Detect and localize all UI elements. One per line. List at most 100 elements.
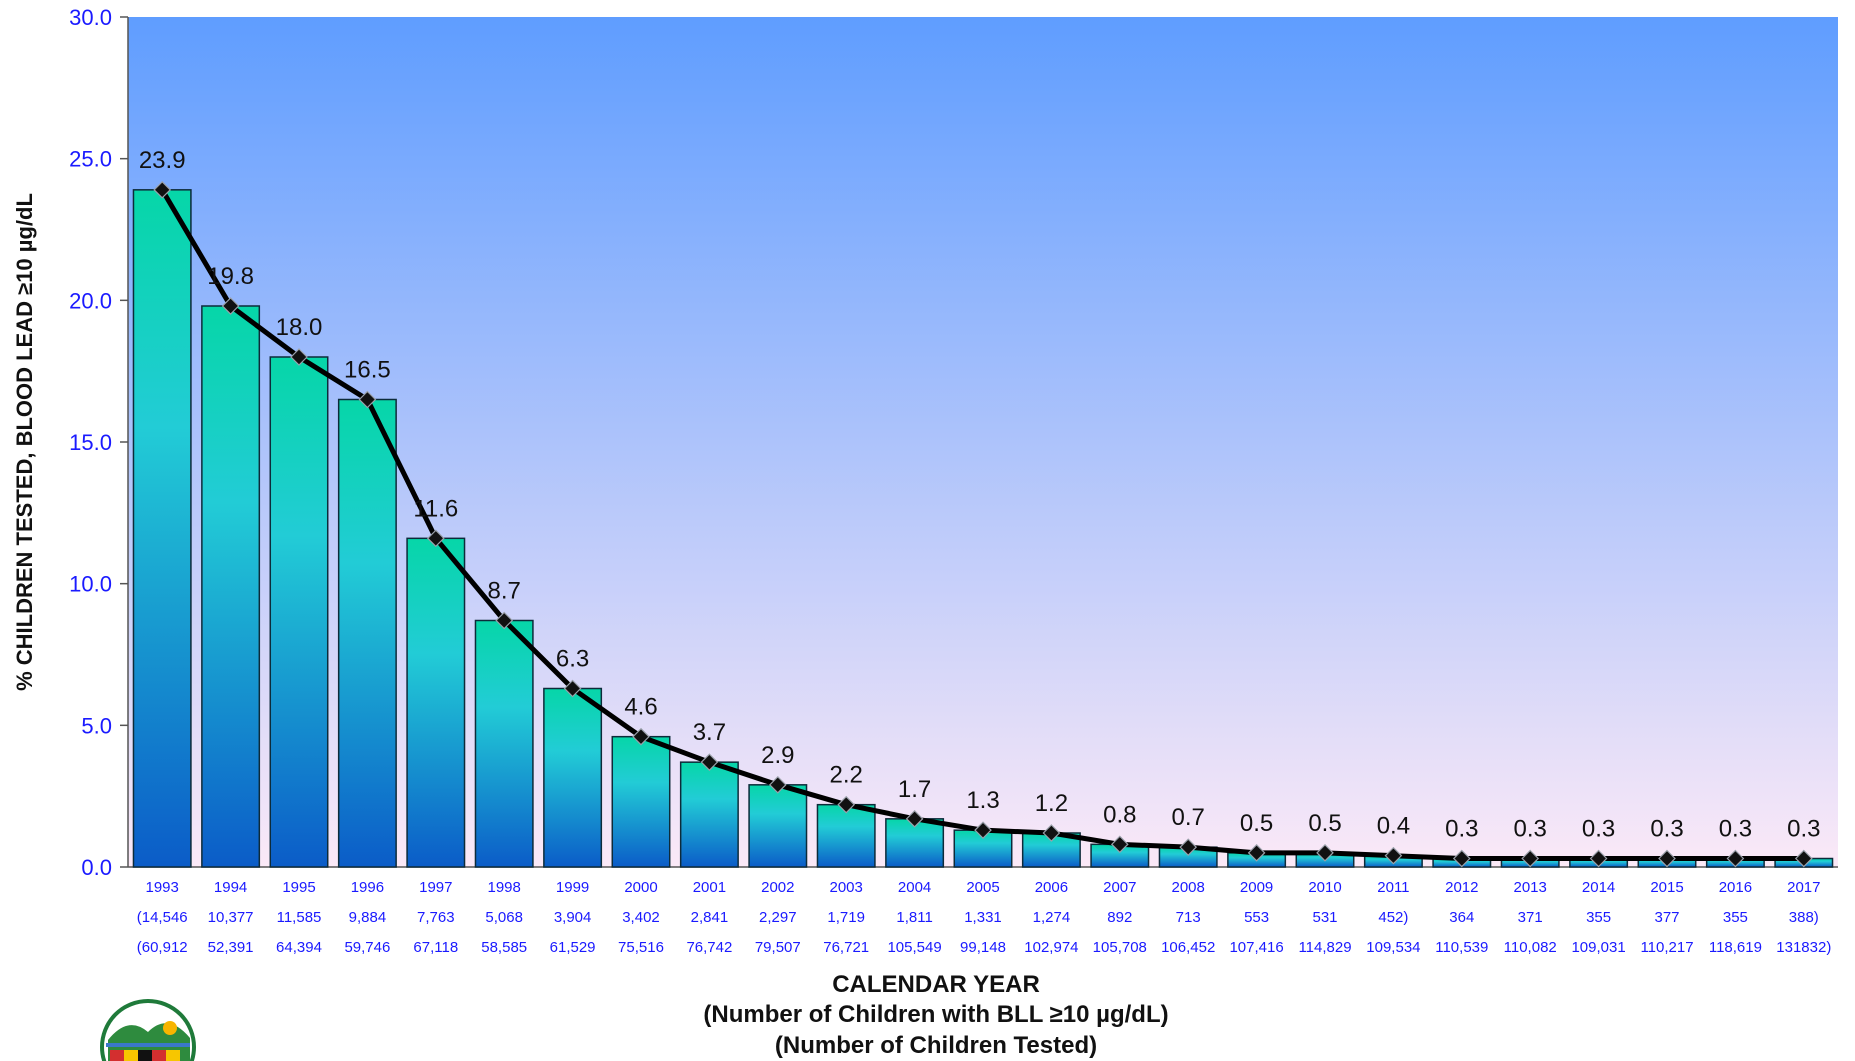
data-label-2011: 0.4	[1377, 813, 1410, 840]
data-label-2010: 0.5	[1308, 810, 1341, 837]
x-tick-year-2004: 2004	[898, 879, 931, 896]
trend-marker-2012	[1452, 849, 1471, 868]
x-tick-year-2014: 2014	[1582, 879, 1615, 896]
state-seal-logo	[100, 999, 196, 1061]
x-tick-elevated-2005: 1,331	[964, 909, 1002, 926]
trend-marker-1995	[290, 348, 308, 366]
x-tick-year-2013: 2013	[1514, 879, 1547, 896]
x-tick-elevated-2001: 2,841	[691, 909, 729, 926]
x-tick-elevated-2009: 553	[1244, 909, 1269, 926]
x-axis-subtitle-elevated: (Number of Children with BLL ≥10 µg/dL)	[703, 1001, 1168, 1028]
x-tick-elevated-2013: 371	[1518, 909, 1543, 926]
bar-1993	[132, 189, 192, 868]
bar-1999	[543, 687, 603, 868]
trend-marker-1993	[153, 180, 172, 199]
y-tick-label: 5.0	[81, 713, 112, 738]
x-tick-tested-2002: 79,507	[755, 939, 801, 956]
x-tick-elevated-2004: 1,811	[896, 909, 932, 926]
data-label-2008: 0.7	[1172, 804, 1205, 831]
x-tick-year-1995: 1995	[282, 879, 315, 896]
data-label-2017: 0.3	[1787, 816, 1820, 843]
x-tick-elevated-1997: 7,763	[417, 909, 455, 926]
data-label-1999: 6.3	[556, 646, 589, 673]
x-tick-year-1993: 1993	[146, 879, 179, 896]
data-label-2007: 0.8	[1103, 801, 1136, 828]
bars	[132, 189, 1834, 868]
trend-marker-2016	[1726, 849, 1745, 868]
x-tick-tested-2007: 105,708	[1093, 939, 1147, 956]
x-tick-elevated-2014: 355	[1586, 909, 1611, 926]
x-tick-year-2000: 2000	[624, 879, 657, 896]
x-tick-tested-2014: 109,031	[1571, 939, 1625, 956]
x-tick-tested-2003: 76,721	[823, 939, 869, 956]
y-tick-label: 15.0	[69, 430, 112, 455]
bar-1997	[406, 537, 466, 868]
x-tick-tested-1999: 61,529	[550, 939, 596, 956]
trend-marker-1996	[358, 390, 377, 409]
x-tick-year-2009: 2009	[1240, 879, 1273, 896]
data-label-2002: 2.9	[761, 742, 794, 769]
trend-marker-2006	[1042, 824, 1061, 842]
bar-2002	[748, 784, 808, 868]
x-tick-tested-2012: 110,539	[1435, 939, 1488, 956]
x-axis-subtitle-tested: (Number of Children Tested)	[775, 1032, 1097, 1059]
x-tick-tested-1998: 58,585	[481, 939, 527, 956]
trend-markers	[153, 180, 1813, 868]
x-tick-year-2008: 2008	[1172, 879, 1205, 896]
trend-marker-2004	[905, 809, 924, 828]
trend-marker-2001	[700, 753, 719, 772]
y-axis-label: % CHILDREN TESTED, BLOOD LEAD ≥10 µg/dL	[12, 193, 37, 691]
x-tick-year-1997: 1997	[419, 879, 452, 896]
x-tick-elevated-2010: 531	[1312, 909, 1337, 926]
trend-marker-1998	[495, 611, 514, 630]
x-tick-elevated-2006: 1,274	[1033, 909, 1071, 926]
x-tick-labels: 1993 (14,546 (60,912 1994 10,377 52,391 1995 11…	[137, 879, 1832, 956]
x-tick-year-2007: 2007	[1103, 879, 1136, 896]
x-tick-elevated-2007: 892	[1107, 909, 1132, 926]
x-tick-elevated-2003: 1,719	[827, 909, 865, 926]
data-label-2000: 4.6	[624, 694, 657, 721]
x-tick-tested-2001: 76,742	[686, 939, 732, 956]
y-tick-label: 20.0	[69, 288, 112, 313]
x-tick-tested-1994: 52,391	[208, 939, 254, 956]
x-tick-year-2015: 2015	[1650, 879, 1683, 896]
x-tick-tested-1995: 64,394	[276, 939, 322, 956]
trend-marker-2011	[1384, 846, 1403, 865]
x-tick-elevated-2002: 2,297	[759, 909, 797, 926]
data-label-1995: 18.0	[276, 314, 323, 341]
x-tick-year-1994: 1994	[214, 879, 247, 896]
x-tick-elevated-2011: 452)	[1378, 909, 1408, 926]
x-tick-elevated-2016: 355	[1723, 909, 1748, 926]
bar-2000	[611, 735, 671, 868]
x-tick-tested-2016: 118,619	[1709, 939, 1762, 956]
bar-1998	[474, 619, 534, 868]
y-tick-label: 25.0	[69, 147, 112, 172]
data-label-2003: 2.2	[830, 762, 863, 789]
x-tick-tested-2000: 75,516	[618, 939, 664, 956]
x-tick-tested-2015: 110,217	[1640, 939, 1693, 956]
trend-marker-2000	[632, 727, 650, 746]
data-label-2001: 3.7	[693, 719, 726, 746]
x-tick-year-2012: 2012	[1445, 879, 1478, 896]
bar-2003	[816, 803, 876, 868]
y-tick-label: 10.0	[69, 572, 112, 597]
data-label-2004: 1.7	[898, 776, 931, 803]
bar-1994	[201, 305, 261, 868]
trend-marker-1999	[563, 679, 582, 698]
x-tick-tested-2011: 109,534	[1366, 939, 1420, 956]
data-label-2013: 0.3	[1514, 816, 1547, 843]
x-tick-tested-2017: 131832)	[1776, 939, 1831, 956]
trend-marker-2015	[1658, 849, 1676, 868]
x-tick-tested-2005: 99,148	[960, 939, 1006, 956]
x-tick-elevated-1999: 3,904	[554, 909, 592, 926]
x-tick-elevated-2012: 364	[1449, 909, 1474, 926]
x-tick-elevated-1996: 9,884	[349, 909, 387, 926]
x-tick-elevated-1995: 11,585	[277, 909, 322, 926]
data-label-1998: 8.7	[488, 578, 521, 605]
trend-marker-1994	[221, 297, 240, 315]
x-tick-tested-2006: 102,974	[1024, 939, 1078, 956]
trend-marker-2013	[1521, 849, 1540, 868]
x-tick-year-2011: 2011	[1377, 879, 1409, 896]
data-label-1994: 19.8	[207, 263, 254, 290]
